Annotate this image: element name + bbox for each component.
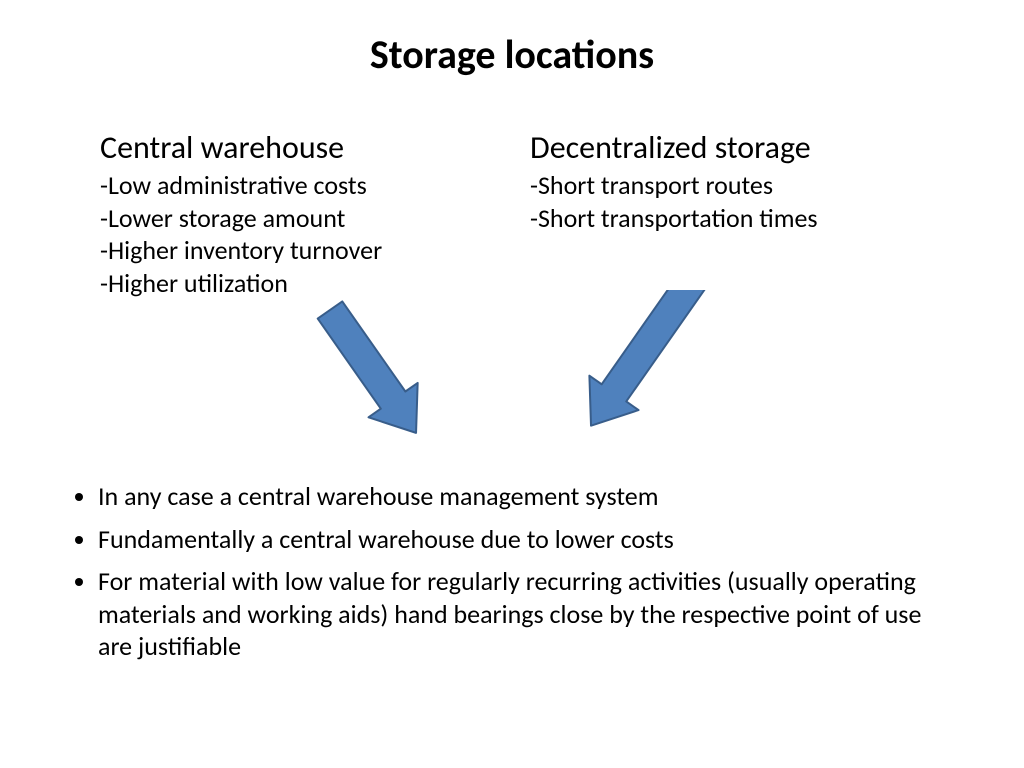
column-central-warehouse: Central warehouse -Low administrative co…: [100, 128, 500, 299]
column-line: -Higher inventory turnover: [100, 234, 500, 267]
bullet-item: Fundamentally a central warehouse due to…: [98, 523, 960, 556]
column-heading-right: Decentralized storage: [530, 128, 960, 167]
column-heading-left: Central warehouse: [100, 128, 500, 167]
arrows-svg: [0, 290, 1024, 470]
column-line: -Lower storage amount: [100, 202, 500, 235]
column-line: -Low administrative costs: [100, 169, 500, 202]
bullet-item: For material with low value for regularl…: [98, 565, 960, 663]
slide-title: Storage locations: [0, 30, 1024, 79]
arrow-right-icon: [566, 290, 724, 443]
column-line: -Short transportation times: [530, 202, 960, 235]
bullet-item: In any case a central warehouse manageme…: [98, 480, 960, 513]
slide: Storage locations Central warehouse -Low…: [0, 0, 1024, 768]
bottom-bullets: In any case a central warehouse manageme…: [70, 480, 960, 673]
column-line: -Short transport routes: [530, 169, 960, 202]
arrow-left-icon: [305, 293, 440, 450]
column-decentralized-storage: Decentralized storage -Short transport r…: [530, 128, 960, 234]
